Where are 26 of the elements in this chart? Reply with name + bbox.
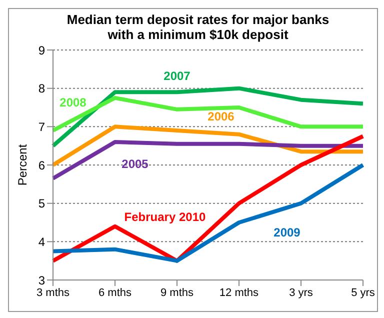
y-tick-label: 5 <box>38 196 46 211</box>
line-series <box>51 134 365 263</box>
y-tick-label: 9 <box>38 43 46 58</box>
chart-title: Median term deposit rates for major banks with a minimum $10k deposit <box>66 11 330 42</box>
y-tick-label: 4 <box>38 234 46 249</box>
series-label: 2005 <box>122 157 149 171</box>
y-tick-label: 3 <box>38 273 46 288</box>
y-axis-title: Percent <box>15 144 30 186</box>
series-label: 2006 <box>208 109 235 124</box>
y-tick-label: 7 <box>38 120 46 134</box>
x-tick-label: 3 yrs <box>289 286 314 299</box>
series-label: 2008 <box>60 96 87 110</box>
x-tick-label: 6 mths <box>98 286 132 299</box>
series-label: 2007 <box>164 69 191 84</box>
x-tick-label: 3 mths <box>36 286 70 299</box>
line-series <box>51 124 365 167</box>
y-tick-label: 6 <box>38 158 46 172</box>
series-label: 2009 <box>274 226 301 240</box>
series-label: February 2010 <box>124 210 206 224</box>
x-tick-label: 9 mths <box>160 286 194 299</box>
x-tick-label: 12 mths <box>219 286 260 299</box>
line-series <box>51 96 365 132</box>
y-tick-label: 8 <box>38 82 46 96</box>
x-tick-label: 5 yrs <box>351 286 376 299</box>
line-series <box>51 140 365 180</box>
line-series <box>51 86 365 148</box>
